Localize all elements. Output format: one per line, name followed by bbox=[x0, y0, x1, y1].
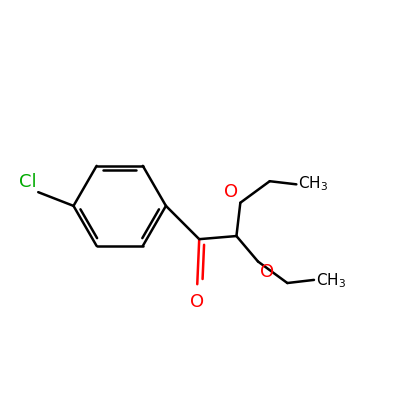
Text: O: O bbox=[190, 293, 204, 311]
Text: O: O bbox=[224, 183, 238, 201]
Text: CH$_3$: CH$_3$ bbox=[298, 174, 328, 193]
Text: O: O bbox=[260, 263, 274, 281]
Text: CH$_3$: CH$_3$ bbox=[316, 271, 346, 290]
Text: Cl: Cl bbox=[19, 173, 37, 191]
